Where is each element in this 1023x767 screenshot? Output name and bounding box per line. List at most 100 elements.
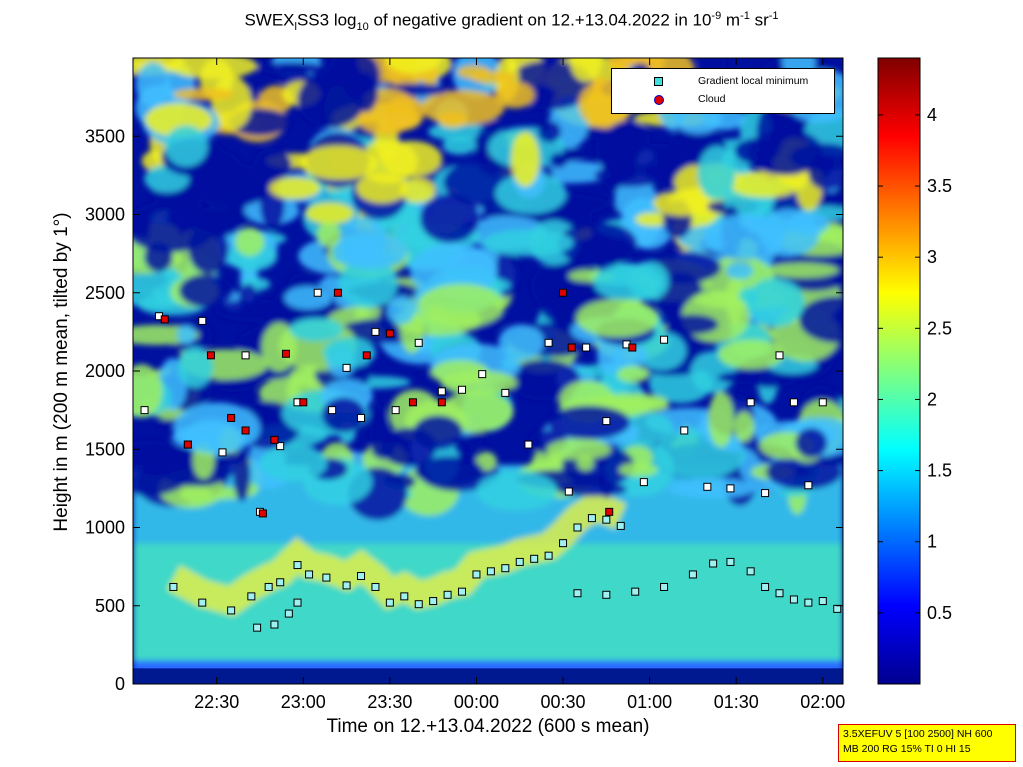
- gradient-minimum-marker: [501, 564, 510, 573]
- cloud-marker: [559, 288, 568, 297]
- y-tick-label: 1000: [85, 518, 125, 538]
- cloud-marker: [408, 398, 417, 407]
- cloud-marker: [270, 435, 279, 444]
- gradient-minimum-marker: [680, 426, 689, 435]
- red-circle-marker-icon: [654, 95, 664, 105]
- gradient-minimum-marker: [486, 567, 495, 576]
- gradient-minimum-marker: [602, 590, 611, 599]
- gradient-minimum-marker: [342, 363, 351, 372]
- gradient-minimum-marker: [342, 581, 351, 590]
- gradient-minimum-marker: [818, 597, 827, 606]
- gradient-minimum-marker: [746, 567, 755, 576]
- gradient-minimum-marker: [818, 398, 827, 407]
- x-tick-label: 23:30: [367, 692, 412, 712]
- colorbar-tick-label: 1.5: [927, 461, 952, 481]
- gradient-minimum-marker: [270, 620, 279, 629]
- cloud-marker: [160, 315, 169, 324]
- gradient-minimum-marker: [660, 582, 669, 591]
- y-tick-label: 0: [115, 674, 125, 694]
- cloud-marker: [258, 509, 267, 518]
- y-tick-label: 2500: [85, 283, 125, 303]
- colorbar-tick-label: 1: [927, 532, 937, 552]
- gradient-minimum-marker: [247, 592, 256, 601]
- gradient-minimum-marker: [709, 559, 718, 568]
- gradient-minimum-marker: [544, 338, 553, 347]
- gradient-minimum-marker: [660, 335, 669, 344]
- gradient-minimum-marker: [775, 351, 784, 360]
- x-tick-label: 02:00: [800, 692, 845, 712]
- gradient-minimum-marker: [631, 587, 640, 596]
- gradient-minimum-marker: [293, 598, 302, 607]
- gradient-minimum-marker: [414, 600, 423, 609]
- x-tick-label: 01:30: [714, 692, 759, 712]
- gradient-minimum-marker: [515, 557, 524, 566]
- x-tick-label: 00:30: [541, 692, 586, 712]
- gradient-minimum-marker: [544, 551, 553, 560]
- gradient-minimum-marker: [264, 582, 273, 591]
- x-axis-label: Time on 12.+13.04.2022 (600 s mean): [326, 716, 650, 737]
- gradient-minimum-marker: [761, 489, 770, 498]
- gradient-minimum-marker: [573, 523, 582, 532]
- gradient-minimum-marker: [437, 387, 446, 396]
- gradient-minimum-marker: [703, 482, 712, 491]
- cloud-marker: [362, 351, 371, 360]
- colorbar-tick-label: 0.5: [927, 603, 952, 623]
- colorbar: [877, 57, 921, 685]
- x-tick-label: 01:00: [627, 692, 672, 712]
- cloud-marker: [333, 288, 342, 297]
- gradient-minimum-marker: [276, 442, 285, 451]
- cloud-marker: [299, 398, 308, 407]
- gradient-minimum-marker: [198, 316, 207, 325]
- colorbar-tick-label: 2: [927, 389, 937, 409]
- gradient-minimum-marker: [616, 521, 625, 530]
- cloud-marker: [281, 349, 290, 358]
- gradient-minimum-marker: [391, 406, 400, 415]
- cloud-marker: [206, 351, 215, 360]
- gradient-minimum-marker: [328, 406, 337, 415]
- gradient-minimum-marker: [218, 448, 227, 457]
- gradient-minimum-marker: [789, 595, 798, 604]
- gradient-minimum-marker: [726, 484, 735, 493]
- gradient-minimum-marker: [305, 570, 314, 579]
- gradient-minimum-marker: [198, 598, 207, 607]
- legend-entry-cloud: Cloud: [612, 91, 832, 109]
- x-tick-label: 00:00: [454, 692, 499, 712]
- gradient-minimum-marker: [313, 288, 322, 297]
- gradient-minimum-marker: [726, 557, 735, 566]
- legend-entry-gradient-minimum: Gradient local minimum: [612, 73, 832, 91]
- cyan-square-marker-icon: [654, 77, 663, 86]
- gradient-minimum-marker: [564, 487, 573, 496]
- gradient-minimum-marker: [400, 592, 409, 601]
- gradient-minimum-marker: [688, 570, 697, 579]
- gradient-minimum-marker: [140, 406, 149, 415]
- gradient-minimum-marker: [357, 572, 366, 581]
- gradient-minimum-marker: [501, 388, 510, 397]
- y-tick-label: 500: [95, 596, 125, 616]
- colorbar-tick-label: 3: [927, 247, 937, 267]
- gradient-minimum-marker: [284, 609, 293, 618]
- x-tick-label: 23:00: [281, 692, 326, 712]
- gradient-minimum-marker: [241, 351, 250, 360]
- gradient-minimum-marker: [587, 514, 596, 523]
- gradient-minimum-marker: [322, 573, 331, 582]
- cloud-marker: [567, 343, 576, 352]
- gradient-minimum-marker: [253, 623, 262, 632]
- gradient-minimum-marker: [573, 589, 582, 598]
- gradient-minimum-marker: [804, 481, 813, 490]
- gradient-minimum-marker: [761, 582, 770, 591]
- gradient-minimum-marker: [524, 440, 533, 449]
- gradient-minimum-marker: [169, 582, 178, 591]
- gradient-minimum-marker: [276, 578, 285, 587]
- gradient-minimum-marker: [227, 606, 236, 615]
- legend: Gradient local minimum Cloud: [611, 68, 835, 114]
- y-tick-label: 2000: [85, 361, 125, 381]
- gradient-minimum-marker: [602, 417, 611, 426]
- gradient-minimum-marker: [775, 589, 784, 598]
- gradient-minimum-marker: [458, 587, 467, 596]
- gradient-minimum-marker: [293, 561, 302, 570]
- cloud-marker: [183, 440, 192, 449]
- cloud-marker: [437, 398, 446, 407]
- processing-parameters-box: 3.5XEFUV 5 [100 2500] NH 600 MB 200 RG 1…: [838, 724, 1016, 762]
- gradient-minimum-marker: [530, 554, 539, 563]
- cloud-marker: [227, 413, 236, 422]
